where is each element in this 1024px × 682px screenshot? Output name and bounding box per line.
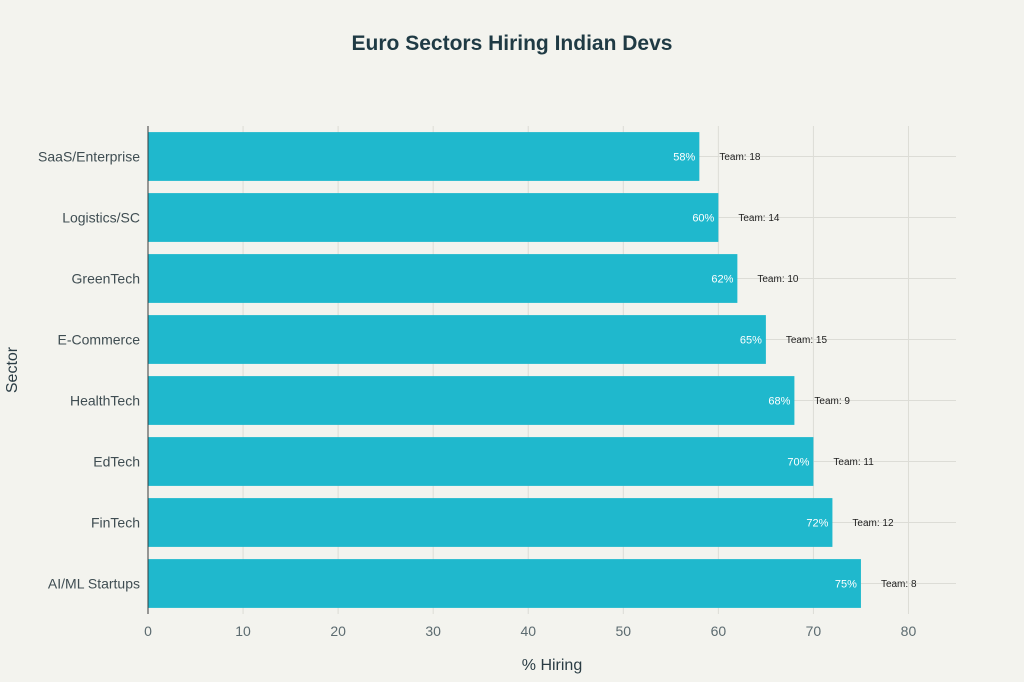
bar-value-label: 65% — [740, 335, 762, 347]
team-annotation: Team: 12 — [852, 518, 894, 529]
y-tick-label: HealthTech — [70, 393, 140, 409]
y-tick-label: AI/ML Startups — [48, 576, 140, 592]
bar — [148, 498, 833, 547]
bar — [148, 376, 795, 425]
x-axis-ticks: 0 10 20 30 40 50 60 70 80 — [144, 623, 916, 639]
bar-value-label: 62% — [711, 274, 733, 286]
bar-value-label: 58% — [673, 152, 695, 164]
team-annotation: Team: 11 — [833, 457, 874, 468]
x-axis-title: % Hiring — [522, 657, 582, 674]
y-tick-label: EdTech — [93, 454, 140, 470]
labels: SaaS/Enterprise 58% Team: 18 Logistics/SC 60… — [38, 149, 917, 592]
x-tick-label: 30 — [425, 623, 441, 639]
bar — [148, 559, 861, 608]
team-annotation: Team: 15 — [786, 335, 828, 346]
bar-value-label: 70% — [787, 457, 809, 469]
bar — [148, 254, 738, 303]
x-tick-label: 80 — [901, 623, 917, 639]
x-tick-label: 50 — [616, 623, 632, 639]
team-annotation: Team: 9 — [814, 396, 850, 407]
bar — [148, 315, 766, 364]
bar-value-label: 75% — [835, 579, 857, 591]
bar-value-label: 68% — [768, 396, 790, 408]
x-tick-label: 60 — [711, 623, 727, 639]
y-tick-label: FinTech — [91, 515, 140, 531]
bars — [148, 132, 861, 608]
x-tick-label: 40 — [520, 623, 536, 639]
x-tick-label: 0 — [144, 623, 152, 639]
team-annotation: Team: 14 — [738, 213, 780, 224]
bar — [148, 193, 719, 242]
y-tick-label: SaaS/Enterprise — [38, 149, 140, 165]
x-tick-label: 20 — [330, 623, 346, 639]
y-tick-label: Logistics/SC — [62, 210, 140, 226]
y-tick-label: E-Commerce — [58, 332, 141, 348]
team-annotation: Team: 18 — [719, 152, 761, 163]
team-annotation: Team: 8 — [881, 579, 917, 590]
y-axis-title: Sector — [4, 346, 21, 393]
x-tick-label: 10 — [235, 623, 251, 639]
team-annotation: Team: 10 — [757, 274, 799, 285]
chart-title: Euro Sectors Hiring Indian Devs — [352, 32, 673, 55]
bar-value-label: 72% — [806, 518, 828, 530]
bar — [148, 437, 814, 486]
y-tick-label: GreenTech — [72, 271, 140, 287]
bar-value-label: 60% — [692, 213, 714, 225]
bar — [148, 132, 700, 181]
x-tick-label: 70 — [806, 623, 822, 639]
